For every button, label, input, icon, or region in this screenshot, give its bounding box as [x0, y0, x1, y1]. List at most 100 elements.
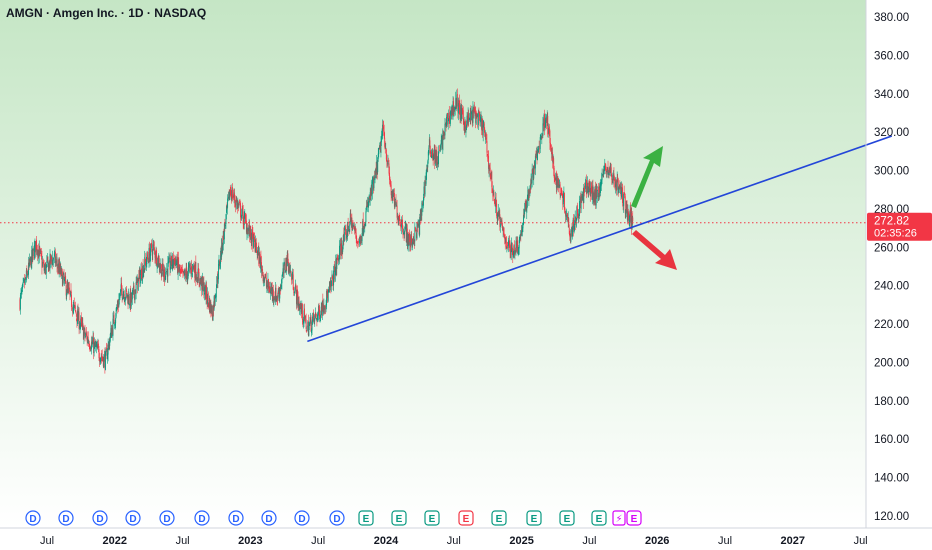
candle — [325, 299, 327, 313]
candle — [219, 259, 220, 270]
price-axis[interactable]: 120.00 140.00 160.00 180.00 200.00 220.00 240.… — [874, 12, 909, 523]
candle — [541, 133, 543, 139]
candle — [405, 221, 407, 230]
candle — [391, 190, 393, 199]
event-marker-split[interactable]: ⚡ — [612, 510, 626, 526]
candle — [502, 222, 504, 232]
event-marker-earnings[interactable]: E — [491, 510, 507, 526]
candle — [159, 262, 161, 274]
candle — [591, 186, 593, 200]
candle — [287, 258, 289, 275]
candle — [342, 234, 344, 250]
candle — [348, 225, 350, 232]
candle — [537, 146, 538, 161]
candle — [499, 216, 501, 233]
candle — [411, 238, 413, 248]
candle — [202, 277, 204, 292]
candle — [45, 261, 47, 276]
candle — [284, 257, 286, 274]
candle — [433, 144, 435, 159]
candle — [144, 250, 146, 273]
candle — [211, 304, 213, 317]
candle — [592, 179, 594, 198]
event-marker-label: D — [163, 514, 170, 525]
candle — [590, 181, 592, 197]
candle — [518, 236, 520, 255]
event-marker-earnings[interactable]: E — [424, 510, 440, 526]
event-marker-dividend[interactable]: D — [25, 510, 41, 526]
candle — [535, 150, 537, 158]
candle — [510, 244, 512, 258]
candle — [204, 282, 206, 295]
candle — [350, 217, 352, 228]
candle — [273, 295, 275, 303]
event-marker-earnings[interactable]: E — [458, 510, 474, 526]
event-marker-earnings[interactable]: E — [358, 510, 374, 526]
candle — [128, 288, 130, 305]
candle — [363, 225, 365, 237]
candle — [110, 321, 112, 339]
candle — [248, 224, 250, 235]
event-marker-dividend[interactable]: D — [194, 510, 210, 526]
event-marker-dividend[interactable]: D — [58, 510, 74, 526]
candle — [410, 237, 411, 252]
event-marker-earnings[interactable]: E — [626, 510, 642, 526]
candle — [625, 209, 627, 219]
event-marker-earnings[interactable]: E — [591, 510, 607, 526]
candle — [262, 265, 264, 277]
candle — [590, 181, 592, 193]
candle — [244, 209, 246, 219]
candle — [342, 240, 344, 255]
candle — [347, 217, 349, 237]
price-tick: 200.00 — [874, 357, 909, 369]
event-marker-dividend[interactable]: D — [329, 510, 345, 526]
candle — [197, 262, 199, 283]
candle — [520, 225, 522, 237]
event-marker-dividend[interactable]: D — [125, 510, 141, 526]
candle — [270, 281, 272, 300]
candle — [201, 277, 203, 297]
event-marker-earnings[interactable]: E — [391, 510, 407, 526]
candle — [142, 258, 144, 279]
candle — [85, 332, 86, 339]
candle — [166, 262, 168, 272]
candle — [19, 292, 21, 315]
candle — [229, 189, 231, 201]
candle — [548, 124, 550, 137]
candle — [453, 105, 455, 117]
candle — [384, 132, 386, 149]
event-marker-dividend[interactable]: D — [294, 510, 310, 526]
event-marker-earnings[interactable]: E — [526, 510, 542, 526]
candle — [221, 235, 223, 254]
candle — [416, 230, 417, 241]
time-tick-label: Jul — [311, 535, 325, 547]
candle — [139, 270, 141, 287]
time-axis[interactable]: Jul 2022 Jul 2023 Jul 2024 Jul 2025 Jul 2026 Jul 20… — [40, 535, 868, 547]
event-marker-earnings[interactable]: E — [559, 510, 575, 526]
price-tick-label: 340.00 — [874, 89, 909, 101]
candle — [624, 193, 626, 219]
candle — [482, 118, 484, 138]
event-marker-dividend[interactable]: D — [261, 510, 277, 526]
candle — [30, 256, 32, 267]
candle — [558, 179, 560, 189]
candle — [350, 208, 352, 222]
candle — [506, 242, 508, 249]
candle — [547, 112, 549, 138]
candle — [231, 184, 233, 202]
event-marker-dividend[interactable]: D — [92, 510, 108, 526]
candle — [101, 349, 103, 362]
trendline[interactable] — [307, 135, 893, 343]
candle — [253, 232, 255, 240]
event-marker-dividend[interactable]: D — [228, 510, 244, 526]
candle — [367, 196, 368, 212]
candle — [103, 354, 105, 369]
candle — [554, 177, 556, 185]
candle — [145, 256, 147, 272]
candle — [81, 317, 83, 331]
event-marker-dividend[interactable]: D — [159, 510, 175, 526]
price-tick: 360.00 — [874, 50, 909, 62]
candle — [216, 276, 218, 289]
